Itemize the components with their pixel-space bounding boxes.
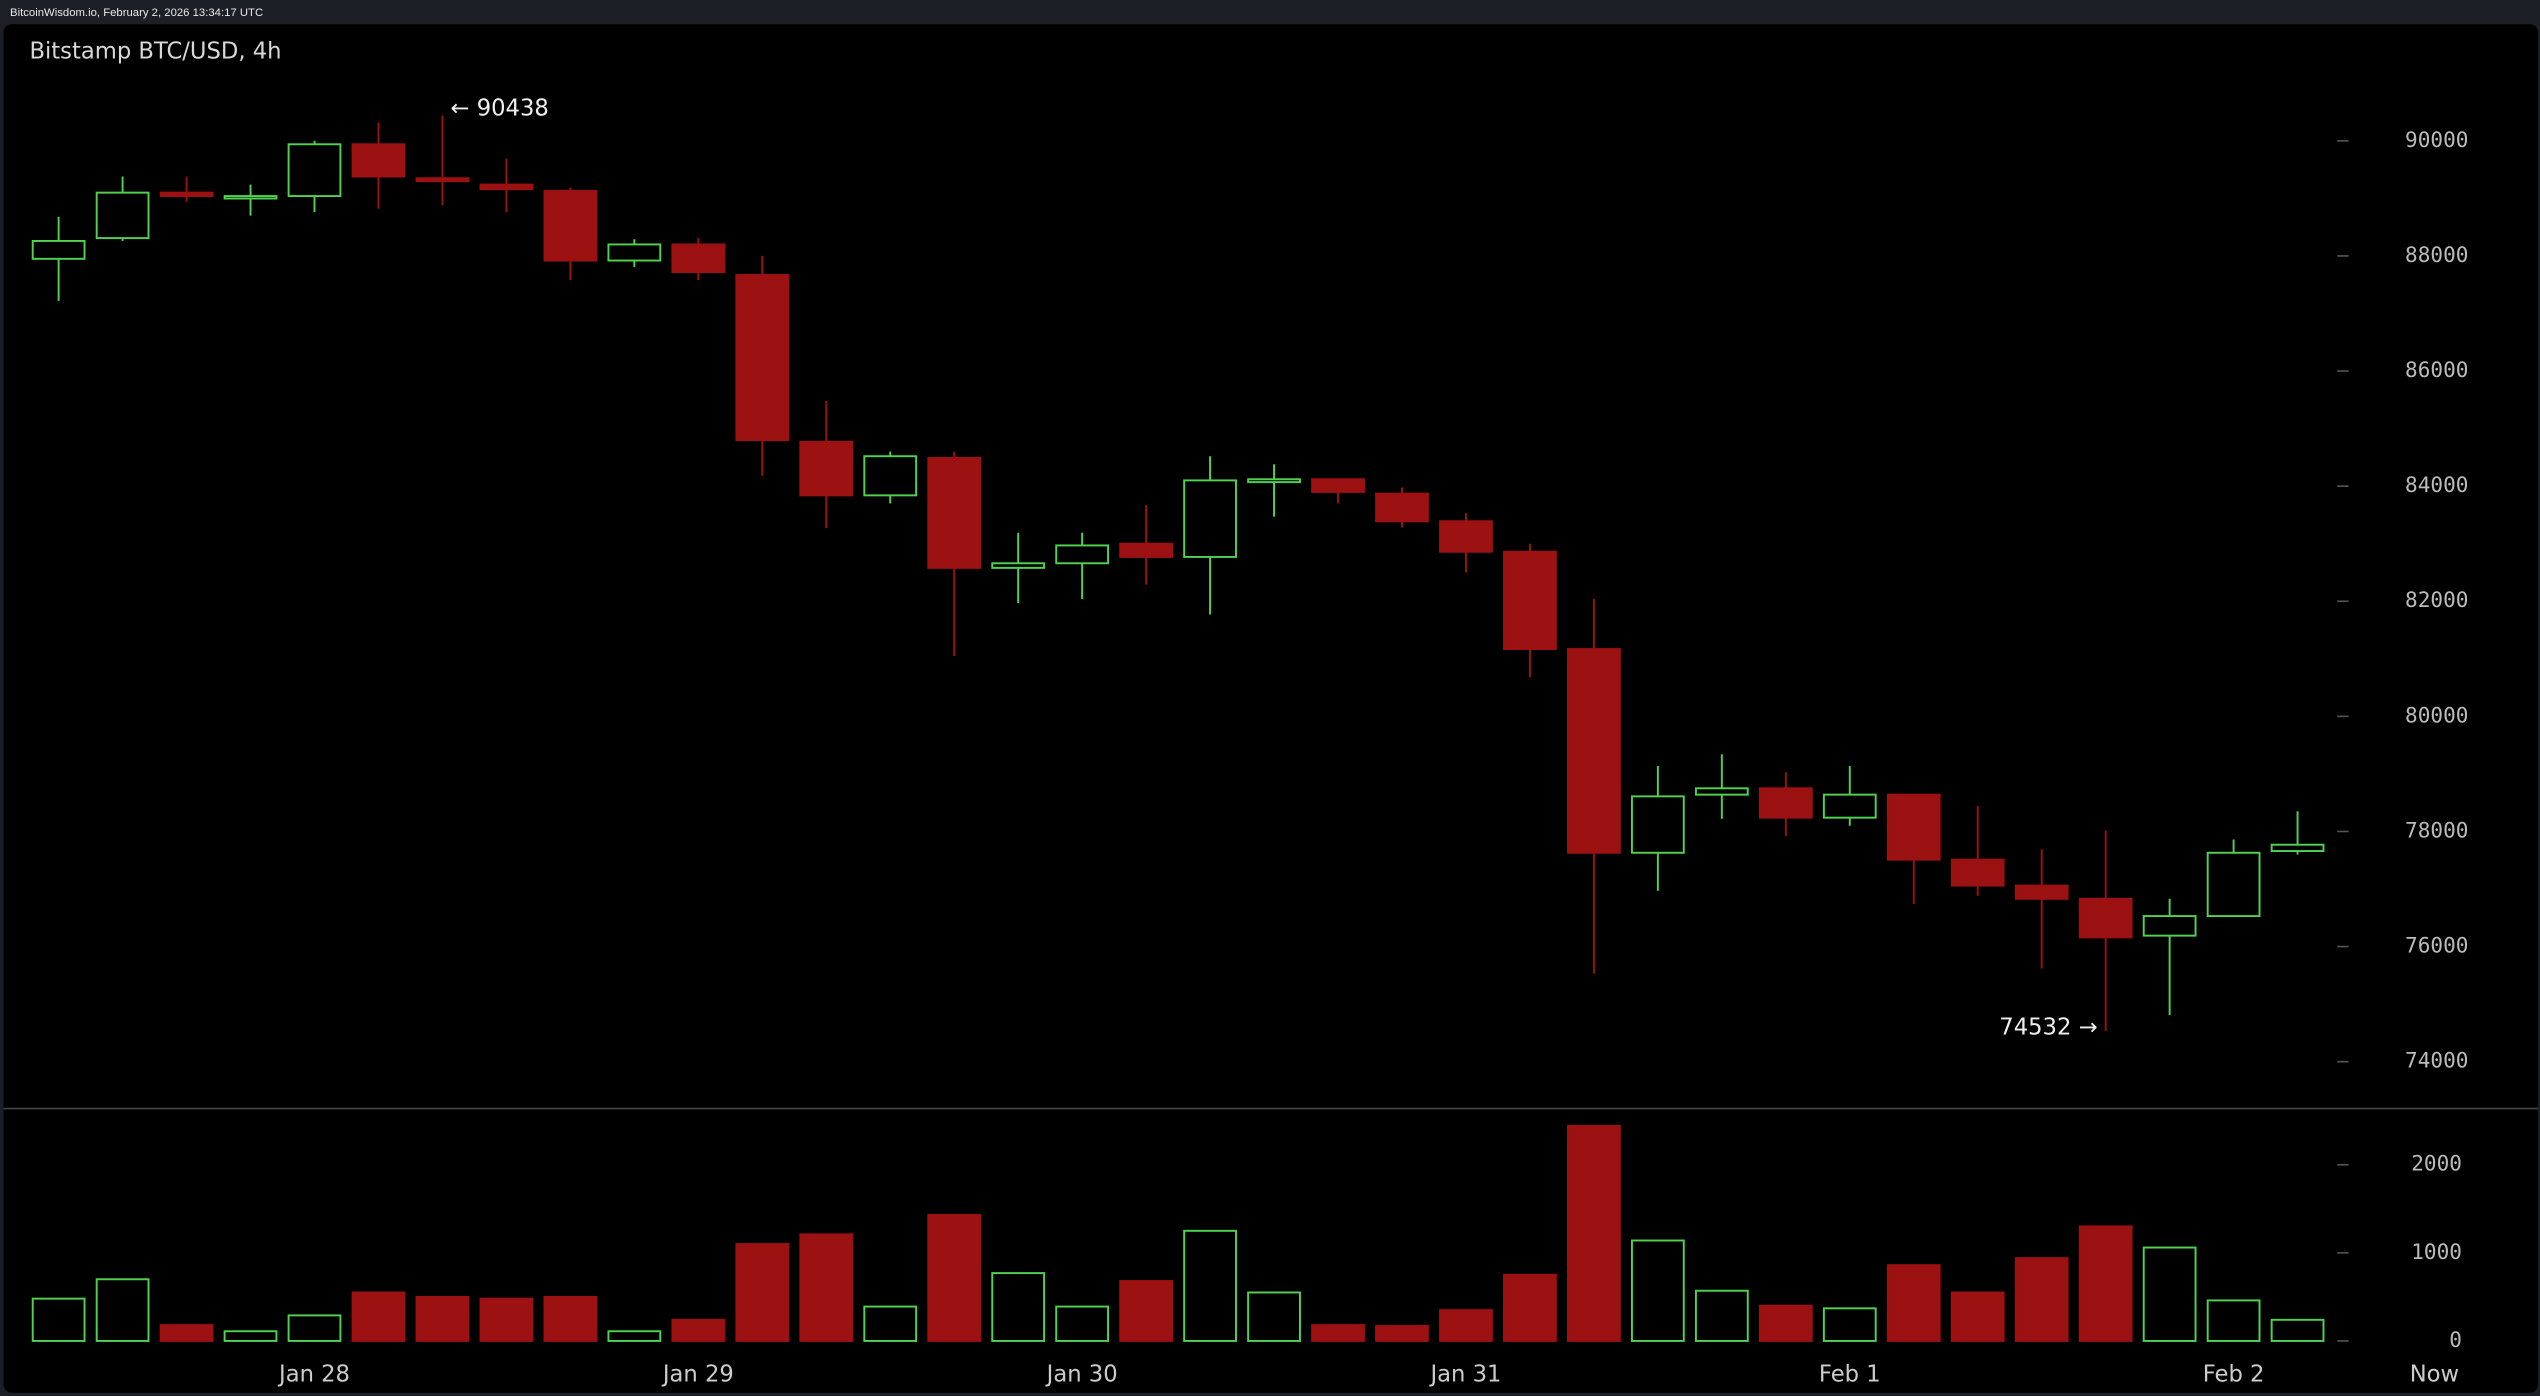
- volume-bar: [1567, 1125, 1621, 1342]
- candle-body: [1503, 550, 1557, 651]
- y2-tick-label: 2000: [2411, 1151, 2462, 1176]
- volume-bar: [863, 1305, 918, 1342]
- y-tick-label: 90000: [2405, 127, 2468, 152]
- volume-bar: [1183, 1229, 1237, 1342]
- volume-bar: [1886, 1264, 1941, 1342]
- y-tick-label: 78000: [2405, 817, 2468, 842]
- volume-bar: [95, 1278, 150, 1342]
- y-tick-label: 80000: [2405, 702, 2468, 727]
- volume-bar: [1694, 1289, 1749, 1342]
- candle-body: [2014, 884, 2069, 900]
- volume-bar: [671, 1318, 726, 1342]
- candle-body: [287, 143, 342, 198]
- candle-body: [799, 440, 854, 497]
- y-tick-label: 74000: [2405, 1048, 2468, 1073]
- x-tick-label: Jan 29: [661, 1361, 734, 1387]
- x-tick-label: Jan 31: [1428, 1361, 1501, 1387]
- candle-body: [1439, 520, 1493, 553]
- y2-tick-label: 1000: [2411, 1239, 2462, 1264]
- candle-body: [415, 177, 470, 183]
- candle-body: [927, 456, 982, 569]
- candle-body: [479, 183, 534, 191]
- volume-bar: [543, 1295, 598, 1342]
- candle-body: [607, 243, 662, 262]
- candle-body: [991, 562, 1046, 569]
- x-tick-label: Jan 28: [277, 1361, 350, 1387]
- volume-bar: [223, 1330, 278, 1342]
- volume-bar: [1439, 1309, 1493, 1342]
- volume-bar: [351, 1291, 406, 1342]
- y2-tick-label: 0: [2449, 1327, 2462, 1352]
- annotation: 74532 →: [1999, 1014, 2097, 1040]
- plot: 74000 76000 78000 80000 82000 84000 86000 88000…: [31, 96, 2468, 1387]
- volume-bar: [927, 1213, 982, 1342]
- candle-body: [159, 191, 214, 198]
- volume-bar: [1503, 1273, 1557, 1342]
- candle-body: [543, 189, 598, 262]
- y-tick-label: 84000: [2405, 472, 2468, 497]
- volume-bar: [2014, 1257, 2069, 1342]
- candle-body: [1758, 787, 1813, 819]
- volume-bar: [287, 1314, 342, 1342]
- header: BitcoinWisdom.io, February 2, 2026 13:34…: [10, 7, 263, 19]
- volume-bar: [415, 1295, 470, 1342]
- volume-bar: [479, 1297, 534, 1342]
- volume-bar: [1950, 1291, 2005, 1342]
- candle-body: [671, 243, 726, 274]
- annotation: ← 90438: [451, 96, 549, 122]
- volume-bar: [1055, 1305, 1110, 1342]
- volume-bar: [991, 1272, 1046, 1342]
- y-tick-label: 86000: [2405, 357, 2468, 382]
- x-tick-label: Feb 2: [2203, 1361, 2265, 1387]
- volume-bar: [799, 1233, 854, 1342]
- candle-body: [223, 195, 278, 200]
- candle-body: [1950, 858, 2005, 887]
- y-tick-label: 82000: [2405, 587, 2468, 612]
- chart-title: Bitstamp BTC/USD, 4h: [29, 38, 281, 64]
- candle-body: [1119, 542, 1173, 558]
- volume-bar: [2270, 1318, 2325, 1342]
- candle-body: [31, 240, 86, 260]
- candle-body: [2206, 851, 2261, 918]
- volume-bar: [607, 1330, 662, 1342]
- volume-bar: [1375, 1324, 1429, 1342]
- candle-body: [351, 143, 406, 178]
- volume-bar: [159, 1324, 214, 1342]
- candle-body: [95, 191, 150, 240]
- volume-bar: [31, 1297, 86, 1342]
- volume-bar: [1247, 1291, 1301, 1342]
- candle-body: [863, 455, 918, 497]
- candle-body: [1886, 793, 1941, 861]
- candle-body: [735, 273, 790, 442]
- candle-body: [1183, 479, 1237, 558]
- x-tick-label: Feb 1: [1819, 1361, 1881, 1387]
- volume-bar: [1758, 1304, 1813, 1342]
- candle-body: [1567, 648, 1621, 854]
- volume-bar: [2078, 1225, 2133, 1342]
- candle-body: [1311, 478, 1365, 493]
- candle-body: [2078, 897, 2133, 939]
- candle-body: [2270, 843, 2325, 853]
- candle-body: [1822, 793, 1877, 819]
- candle-body: [1055, 544, 1110, 565]
- candle-body: [1247, 478, 1301, 484]
- candle-body: [1630, 795, 1685, 854]
- now-label: Now: [2410, 1361, 2459, 1387]
- candle-body: [1375, 492, 1429, 523]
- candle-body: [1694, 787, 1749, 796]
- chart-panel: [3, 24, 2539, 1393]
- y-tick-label: 76000: [2405, 933, 2468, 958]
- volume-bar: [2142, 1246, 2197, 1342]
- candle-body: [2142, 915, 2197, 937]
- volume-bar: [1119, 1280, 1173, 1342]
- volume-bar: [2206, 1299, 2261, 1342]
- volume-bar: [1630, 1239, 1685, 1342]
- volume-bar: [1311, 1324, 1365, 1342]
- y-tick-label: 88000: [2405, 242, 2468, 267]
- volume-bar: [735, 1243, 790, 1342]
- x-tick-label: Jan 30: [1045, 1361, 1118, 1387]
- volume-bar: [1822, 1307, 1877, 1342]
